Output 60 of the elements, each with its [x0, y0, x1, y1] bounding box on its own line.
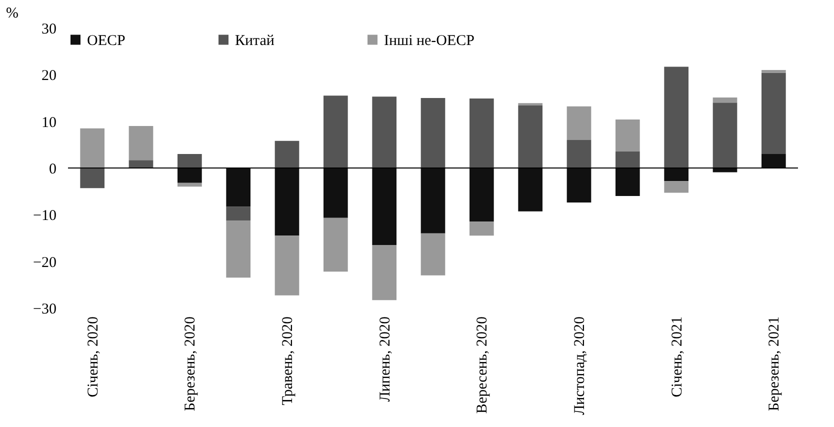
bar — [664, 168, 688, 182]
bar — [324, 96, 348, 168]
bar — [420, 233, 446, 276]
bar — [274, 236, 300, 296]
bar — [762, 72, 786, 154]
bar — [616, 119, 640, 152]
x-tick-label: Березень, 2021 — [766, 316, 783, 412]
bar — [324, 168, 348, 218]
bar — [128, 160, 154, 168]
bar — [178, 154, 202, 168]
bar — [616, 151, 640, 168]
bar — [566, 168, 592, 203]
x-tick-label: Липень, 2020 — [377, 316, 394, 402]
bar — [616, 168, 640, 196]
bar — [372, 168, 396, 245]
bar — [178, 182, 202, 187]
y-tick-label: −20 — [33, 254, 56, 271]
bar — [762, 70, 786, 73]
bar — [712, 98, 738, 103]
y-axis-title: % — [6, 6, 18, 22]
bar — [226, 206, 250, 221]
y-tick-label: −10 — [33, 208, 56, 224]
bar — [128, 126, 154, 160]
x-tick-label: Березень, 2020 — [182, 316, 199, 412]
bar — [324, 218, 348, 272]
y-tick-label: 0 — [49, 162, 56, 178]
y-tick-label: 10 — [42, 114, 56, 131]
x-tick-label: Травень, 2020 — [280, 316, 296, 406]
y-tick-label: 20 — [42, 68, 56, 84]
bar — [566, 140, 592, 168]
bar — [470, 222, 494, 236]
bar — [80, 168, 104, 188]
bar — [664, 181, 688, 193]
bar — [226, 168, 250, 207]
bar — [664, 66, 688, 168]
x-tick-label: Січень, 2020 — [85, 316, 102, 398]
bar — [712, 102, 738, 168]
bar — [518, 168, 542, 212]
legend-label: Китай — [235, 32, 274, 49]
x-tick-label: Листопад, 2020 — [572, 316, 588, 416]
bar — [178, 168, 202, 183]
y-tick-label: −30 — [33, 302, 56, 318]
bar — [470, 168, 494, 222]
x-tick-label: Вересень, 2020 — [474, 316, 491, 414]
bar — [470, 98, 494, 168]
bar — [80, 128, 104, 168]
x-tick-label: Січень, 2021 — [669, 316, 686, 398]
bar — [372, 245, 396, 300]
bar — [372, 96, 396, 168]
bar — [420, 168, 446, 234]
bar — [274, 140, 300, 168]
bar — [420, 98, 446, 168]
y-tick-label: 30 — [42, 22, 56, 38]
bar — [226, 220, 250, 278]
bar — [274, 168, 300, 236]
bar — [762, 154, 786, 168]
bar — [566, 106, 592, 140]
bar — [518, 105, 542, 168]
legend-label: OECP — [87, 32, 126, 49]
legend-label: Інші не-OECP — [384, 32, 475, 49]
